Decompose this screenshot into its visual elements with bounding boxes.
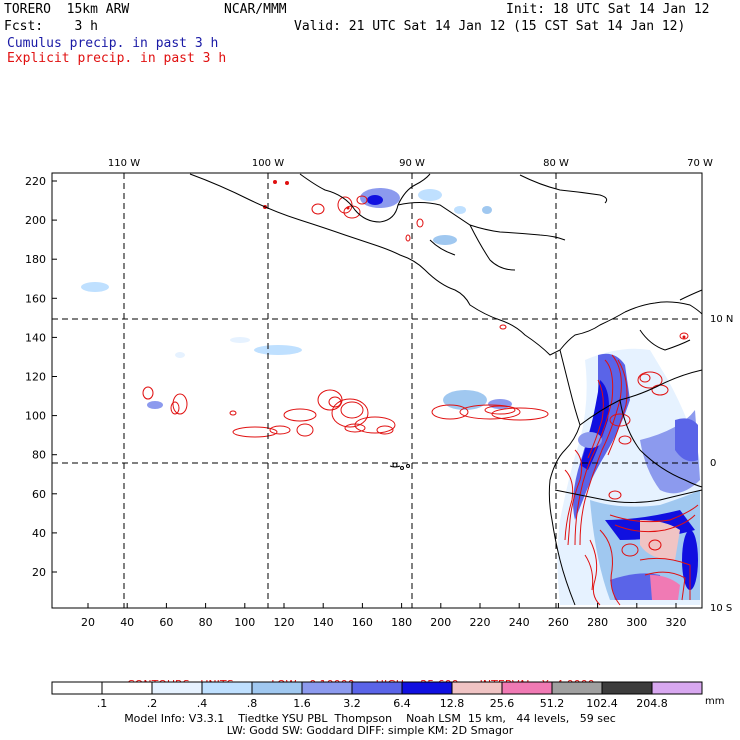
colorbar-label: 102.4 xyxy=(586,697,618,710)
colorbar-swatch xyxy=(151,681,203,695)
x-tick-label: 220 xyxy=(470,616,491,629)
x-tick-label: 20 xyxy=(81,616,95,629)
colorbar-unit: mm xyxy=(705,696,724,707)
model-info-line1: Model Info: V3.3.1 Tiedtke YSU PBL Thomp… xyxy=(124,712,616,725)
y-tick-label: 40 xyxy=(32,527,46,540)
longitude-labels: 110 W 100 W 90 W 80 W 70 W xyxy=(108,158,713,169)
y-tick-label: 180 xyxy=(25,253,46,266)
lon-label-90w: 90 W xyxy=(399,158,425,169)
explicit-precip-contours xyxy=(142,195,699,606)
colorbar-swatch xyxy=(401,681,453,695)
y-tick-label: 120 xyxy=(25,371,46,384)
x-axis-ticks: 20 40 60 80 100 120 140 160 180 200 220 240 260 280 30… xyxy=(81,603,687,629)
colorbar-swatch xyxy=(301,681,353,695)
y-tick-label: 100 xyxy=(25,410,46,423)
colorbar-label: .8 xyxy=(247,697,258,710)
x-tick-label: 120 xyxy=(274,616,295,629)
y-tick-label: 220 xyxy=(25,175,46,188)
colorbar-label: .4 xyxy=(197,697,208,710)
y-tick-label: 80 xyxy=(32,449,46,462)
colorbar-label: 12.8 xyxy=(440,697,465,710)
x-tick-label: 180 xyxy=(391,616,412,629)
colorbar-swatch xyxy=(651,681,703,695)
colorbar-label: 6.4 xyxy=(393,697,411,710)
precip-map: 110 W 100 W 90 W 80 W 70 W 10 N 0 10 S 2… xyxy=(25,158,733,629)
y-tick-label: 60 xyxy=(32,488,46,501)
cumulus-precip-shading xyxy=(81,188,700,605)
x-tick-label: 260 xyxy=(548,616,569,629)
colorbar-swatch xyxy=(51,681,103,695)
colorbar-swatch xyxy=(601,681,653,695)
x-tick-label: 280 xyxy=(587,616,608,629)
colorbar-swatch xyxy=(201,681,253,695)
latitude-labels: 10 N 0 10 S xyxy=(710,314,733,614)
field-explicit-label: Explicit precip. in past 3 h xyxy=(7,51,227,66)
lat-label-10n: 10 N xyxy=(710,314,733,325)
colorbar-label: 51.2 xyxy=(540,697,565,710)
colorbar-swatch xyxy=(501,681,553,695)
lon-label-110w: 110 W xyxy=(108,158,140,169)
colorbar-label: .2 xyxy=(147,697,158,710)
colorbar-label: 3.2 xyxy=(343,697,361,710)
colorbar-swatch xyxy=(451,681,503,695)
forecast-hour: Fcst: 3 h xyxy=(4,19,98,34)
x-tick-label: 100 xyxy=(234,616,255,629)
x-tick-label: 40 xyxy=(120,616,134,629)
x-tick-label: 300 xyxy=(626,616,647,629)
colorbar-swatch xyxy=(551,681,603,695)
y-axis-ticks: 220 200 180 160 140 120 100 80 60 40 20 xyxy=(25,175,57,579)
y-tick-label: 20 xyxy=(32,566,46,579)
lat-label-0: 0 xyxy=(710,458,716,469)
colorbar-swatch xyxy=(101,681,153,695)
valid-time: Valid: 21 UTC Sat 14 Jan 12 (15 CST Sat … xyxy=(294,19,686,34)
x-tick-label: 160 xyxy=(352,616,373,629)
x-tick-label: 200 xyxy=(430,616,451,629)
x-tick-label: 140 xyxy=(313,616,334,629)
field-cumulus-label: Cumulus precip. in past 3 h xyxy=(7,36,219,51)
colorbar-label: 25.6 xyxy=(490,697,515,710)
y-tick-label: 140 xyxy=(25,331,46,344)
lat-lon-grid xyxy=(52,173,702,608)
org-label: NCAR/MMM xyxy=(224,2,287,17)
y-tick-label: 160 xyxy=(25,292,46,305)
colorbar-label: .1 xyxy=(97,697,108,710)
x-tick-label: 240 xyxy=(509,616,530,629)
colorbar-label: 204.8 xyxy=(636,697,668,710)
x-tick-label: 80 xyxy=(199,616,213,629)
y-tick-label: 200 xyxy=(25,214,46,227)
colorbar-swatch xyxy=(251,681,303,695)
lon-label-80w: 80 W xyxy=(543,158,569,169)
lat-label-10s: 10 S xyxy=(710,603,732,614)
lon-label-70w: 70 W xyxy=(687,158,713,169)
x-tick-label: 320 xyxy=(666,616,687,629)
colorbar-swatch xyxy=(351,681,403,695)
x-tick-label: 60 xyxy=(159,616,173,629)
model-info-line2: LW: Godd SW: Goddard DIFF: simple KM: 2D… xyxy=(226,724,514,737)
lon-label-100w: 100 W xyxy=(252,158,284,169)
colorbar: .1.2.4.8 1.6 3.2 6.4 12.8 25.6 51.2 102.4 204.8 … xyxy=(51,681,724,710)
colorbar-label: 1.6 xyxy=(293,697,311,710)
model-title: TORERO 15km ARW xyxy=(4,2,130,17)
init-time: Init: 18 UTC Sat 14 Jan 12 xyxy=(506,2,710,17)
